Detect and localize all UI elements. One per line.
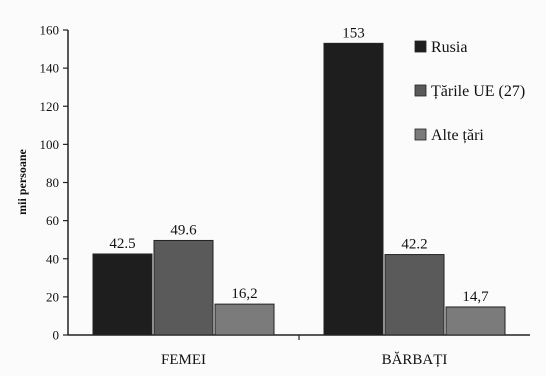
data-label: 42.5	[109, 236, 135, 252]
y-tick-label: 160	[40, 23, 60, 38]
data-label: 16,2	[231, 286, 257, 302]
bars	[92, 42, 506, 336]
x-category-label: BĂRBAȚI	[382, 351, 448, 368]
bar	[384, 254, 445, 336]
y-tick-label: 20	[46, 289, 59, 304]
data-label: 49.6	[170, 222, 197, 238]
legend-label: Țările UE (27)	[431, 83, 525, 100]
data-label: 42.2	[401, 237, 427, 253]
data-label: 153	[342, 25, 365, 41]
y-tick-label: 140	[40, 61, 60, 76]
legend: Rusia Țările UE (27) Alte țări	[414, 39, 525, 144]
x-category-label: FEMEI	[161, 352, 206, 368]
legend-label: Rusia	[431, 39, 467, 56]
y-tick-label: 80	[46, 175, 59, 190]
bar	[92, 253, 153, 336]
y-tick-label: 40	[46, 251, 59, 266]
bar	[214, 303, 275, 336]
bar	[445, 306, 506, 336]
data-label: 14,7	[462, 289, 489, 305]
bar	[153, 239, 214, 336]
legend-swatch	[414, 84, 427, 97]
legend-swatch	[414, 128, 427, 141]
y-tick-label: 100	[40, 137, 60, 152]
legend-swatch	[414, 40, 427, 53]
y-tick-label: 60	[46, 213, 59, 228]
y-tick-label: 0	[53, 328, 60, 343]
y-axis-title: mii persoane	[15, 149, 29, 215]
bar	[323, 42, 384, 336]
y-tick-label: 120	[40, 99, 60, 114]
data-labels: 42.5 49.6 16,2 153 42.2 14,7	[109, 25, 489, 305]
legend-label: Alte țări	[431, 127, 484, 144]
axes: 0 20 40 60 80 100 120 140 160 FEMEI BĂRBAȚI	[40, 23, 530, 368]
